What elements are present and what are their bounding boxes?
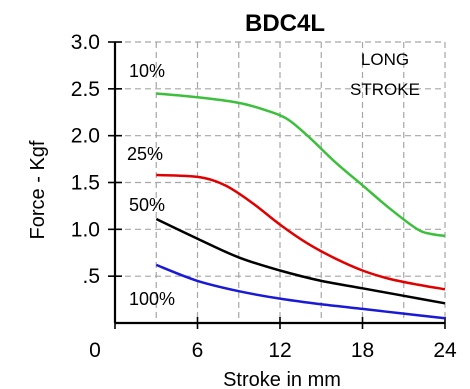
series-line-100pct xyxy=(155,263,446,320)
series-label: 100% xyxy=(129,289,175,309)
chart-title: BDC4L xyxy=(245,10,325,37)
series-line-10pct xyxy=(156,92,446,238)
annotation-line-2: STROKE xyxy=(350,80,420,99)
grid xyxy=(115,41,446,323)
y-tick-label: 1.5 xyxy=(71,172,100,195)
chart-text: BDC4L Stroke in mm Force - Kgf LONG STRO… xyxy=(27,10,457,389)
x-tick-label: 24 xyxy=(433,339,457,362)
y-tick-label: .5 xyxy=(82,265,100,288)
x-tick-label: 12 xyxy=(268,339,291,362)
series-line-50pct xyxy=(155,217,446,305)
y-tick-label: 1.0 xyxy=(71,218,100,241)
series-label: 25% xyxy=(127,144,163,164)
series-line-25pct xyxy=(156,173,446,291)
y-tick-label: 2.0 xyxy=(71,125,100,148)
annotation-line-1: LONG xyxy=(361,50,409,69)
y-tick-label: 3.0 xyxy=(71,31,100,54)
series-lines xyxy=(155,92,446,320)
axes xyxy=(108,41,446,329)
series-label: 50% xyxy=(129,195,165,215)
x-axis-label: Stroke in mm xyxy=(223,369,341,389)
x-tick-label: 6 xyxy=(192,339,204,362)
x-tick-label: 0 xyxy=(89,339,101,362)
y-axis-label: Force - Kgf xyxy=(27,140,49,239)
x-tick-label: 18 xyxy=(351,339,374,362)
series-label: 10% xyxy=(129,61,165,81)
y-tick-label: 2.5 xyxy=(71,78,100,101)
